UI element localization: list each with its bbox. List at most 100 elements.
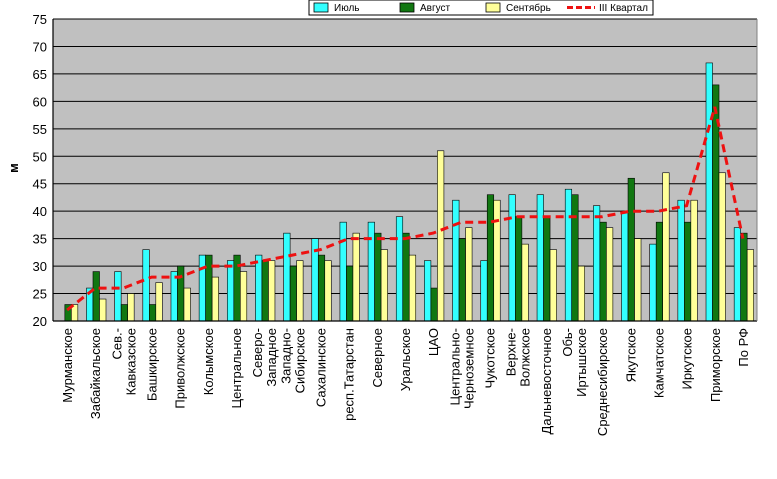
bar [99, 298, 107, 322]
legend-swatch [485, 2, 501, 13]
x-tick-label: По РФ [736, 328, 751, 367]
y-tick-label: 55 [33, 122, 47, 137]
bar [352, 232, 360, 322]
bar [170, 271, 178, 322]
bar [424, 260, 432, 322]
x-tick-label-line: Центрально- [447, 328, 462, 406]
y-tick-label: 40 [33, 204, 47, 219]
bar [452, 199, 460, 322]
y-tick-label: 65 [33, 67, 47, 82]
y-tick-label: 20 [33, 314, 47, 329]
x-tick-label-line: Сев.- [109, 328, 124, 359]
bar [346, 265, 354, 322]
x-tick-label-line: Дальневосточное [539, 328, 554, 434]
series-line [66, 106, 745, 312]
bar [239, 271, 248, 322]
bar [255, 254, 263, 322]
x-tick-label: Среднесибирское [595, 328, 610, 436]
bar [480, 260, 488, 322]
bar [690, 199, 698, 322]
bar [599, 221, 607, 322]
bar [367, 221, 375, 322]
bar [515, 216, 523, 322]
x-tick-label-line: Сибирское [292, 328, 307, 393]
bar [486, 194, 495, 322]
bar [402, 232, 410, 322]
x-tick-label-line: Приволжское [173, 328, 188, 409]
x-tick-label: Приволжское [173, 328, 188, 409]
bar [493, 199, 501, 322]
bar [211, 276, 219, 322]
x-tick-label-line: Обь- [560, 328, 575, 357]
x-tick-label-line: Центральное [229, 328, 244, 408]
bar [149, 304, 157, 322]
x-tick-label-line: Забайкальское [88, 328, 103, 419]
x-tick-label-line: Башкирское [145, 328, 160, 401]
x-tick-label-line: Северное [370, 328, 385, 387]
x-tick-label: Сахалинское [314, 328, 329, 407]
bar [374, 232, 382, 322]
legend-label: Сентябрь [506, 2, 551, 14]
x-tick-label: Центрально-Черноземное [447, 328, 476, 409]
x-tick-label-line: Камчатское [651, 328, 666, 398]
y-tick-label: 75 [33, 12, 47, 27]
bar [465, 227, 473, 322]
x-tick-label-line: Западное [264, 328, 279, 387]
x-tick-label-line: Волжское [518, 328, 533, 387]
y-tick-label: 60 [33, 94, 47, 109]
x-tick-label-line: Западно- [278, 328, 293, 384]
x-tick-label: Уральское [398, 328, 413, 391]
x-tick-label: Обь-Иртышское [560, 328, 589, 397]
bar [634, 238, 642, 322]
x-tick-label: Камчатское [651, 328, 666, 398]
bar [296, 260, 304, 322]
legend-swatch [399, 2, 415, 13]
bar [627, 177, 635, 322]
bar [733, 227, 741, 322]
bar [380, 249, 388, 322]
bar [155, 282, 163, 322]
bar [740, 232, 748, 322]
x-tick-label-line: Среднесибирское [595, 328, 610, 436]
y-tick-label: 35 [33, 232, 47, 247]
bar [718, 172, 726, 322]
x-tick-label: Северо-Западное [250, 328, 279, 387]
bar [521, 243, 529, 322]
x-tick-label: Западно-Сибирское [278, 328, 307, 393]
bar [649, 243, 657, 322]
y-tick-label: 45 [33, 177, 47, 192]
bar [205, 254, 213, 322]
bar [577, 265, 586, 322]
y-tick-label: 30 [33, 259, 47, 274]
legend-label: Июль [334, 3, 360, 14]
x-tick-label-line: Колымское [201, 328, 216, 395]
x-tick-label: респ.Татарстан [342, 328, 357, 421]
bar [177, 265, 185, 322]
bar [536, 194, 544, 322]
x-tick-label: Якутское [623, 328, 638, 382]
legend: Июль Август Сентябрь III Квартал [308, 0, 654, 16]
x-tick-label-line: Сахалинское [314, 328, 329, 407]
bar [621, 210, 629, 322]
bar [395, 216, 404, 322]
bar [705, 62, 713, 322]
y-tick-label: 50 [33, 149, 47, 164]
x-tick-label-line: Мурманское [60, 328, 75, 403]
bar [317, 254, 326, 322]
x-tick-label-line: Кавказское [123, 328, 138, 395]
x-tick-label-line: Якутское [623, 328, 638, 382]
bar [324, 260, 332, 322]
x-tick-label: Башкирское [145, 328, 160, 401]
x-tick-label-line: Северо- [250, 328, 265, 377]
bar [593, 205, 601, 322]
y-tick-label: 25 [33, 287, 47, 302]
bar [183, 287, 191, 322]
bar [677, 199, 685, 322]
bar [268, 260, 276, 322]
x-tick-label-line: Иртышское [574, 328, 589, 397]
x-tick-label: Северное [370, 328, 385, 387]
bar [684, 221, 692, 322]
bar [408, 254, 417, 322]
x-tick-label: Иркутское [680, 328, 695, 390]
legend-label: III Квартал [599, 3, 648, 14]
